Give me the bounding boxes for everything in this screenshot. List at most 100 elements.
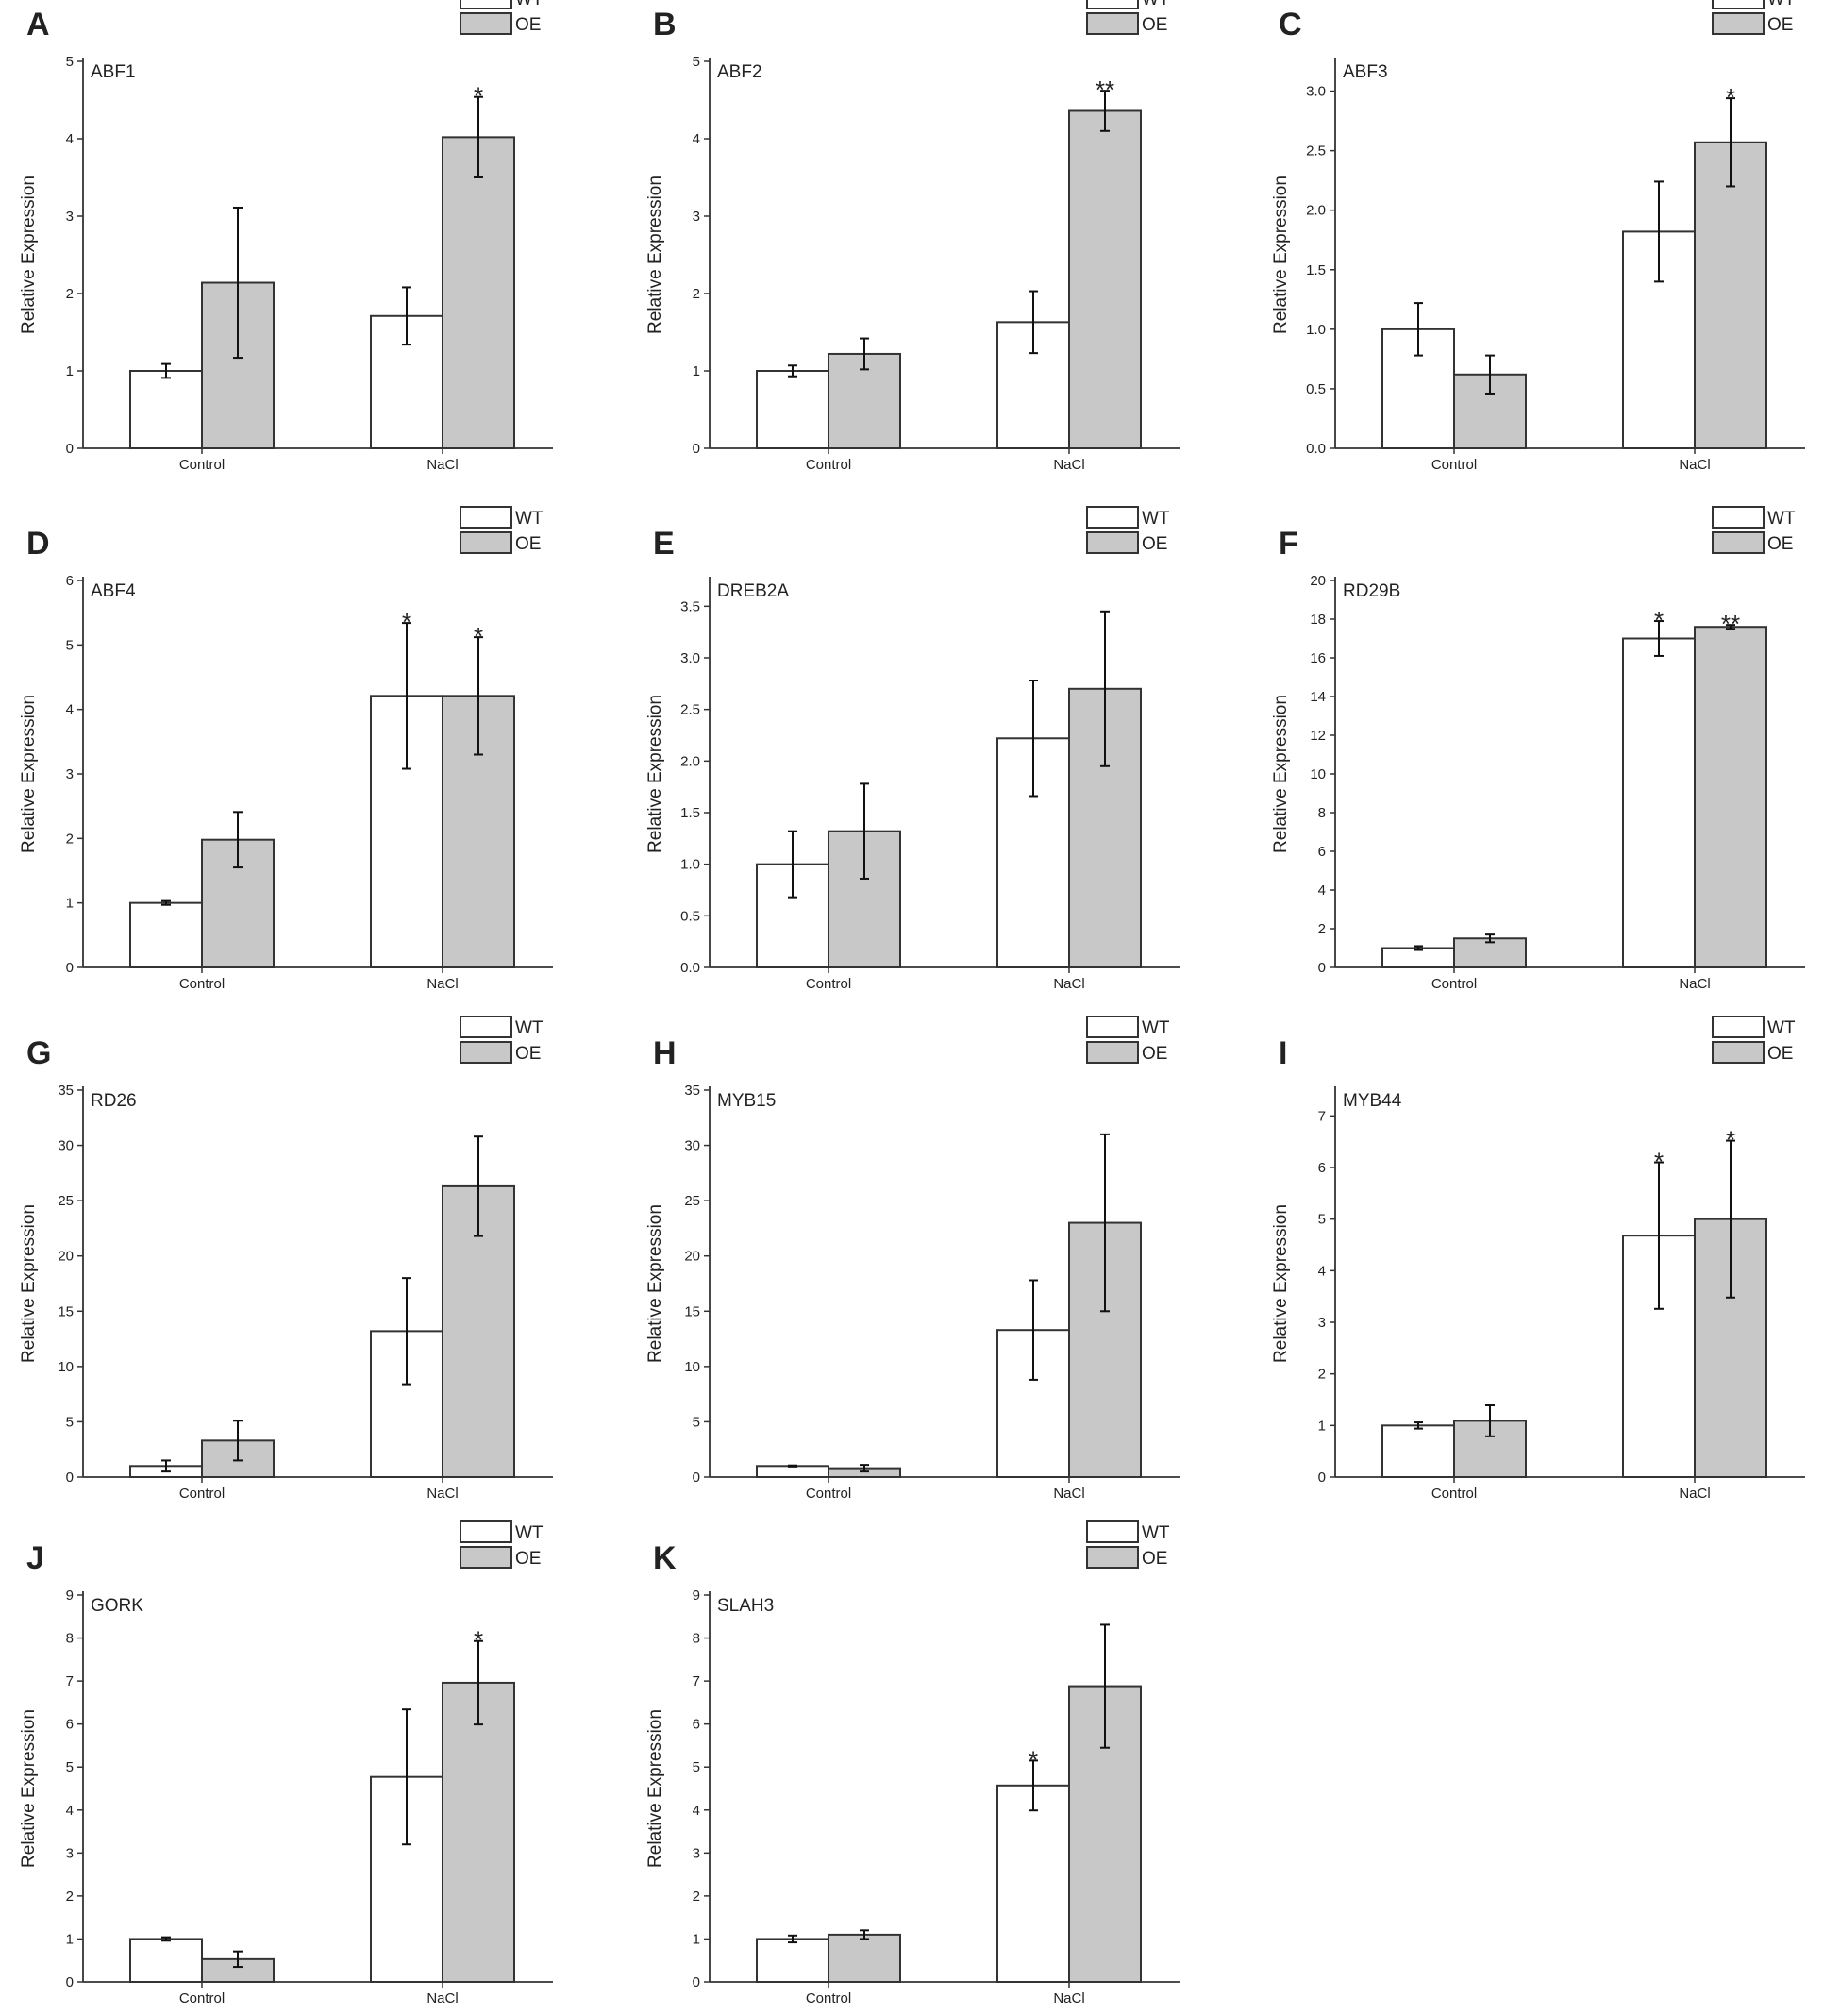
y-tick-label: 2.5	[680, 702, 700, 718]
y-tick-label: 4	[693, 1803, 700, 1819]
legend-label-wt: WT	[1767, 1018, 1796, 1038]
bar-wt-nacl	[996, 1784, 1070, 1984]
bar-wt-control	[1381, 947, 1455, 968]
legend-swatch-wt	[460, 0, 512, 9]
y-axis-label: Relative Expression	[19, 695, 39, 853]
significance-marker: **	[1096, 76, 1114, 104]
x-tick-label: Control	[806, 976, 851, 992]
legend-label-wt: WT	[515, 1523, 544, 1543]
significance-marker: *	[474, 1626, 483, 1655]
legend-swatch-wt	[1712, 506, 1765, 529]
y-tick-label: 2	[1318, 921, 1326, 937]
legend-swatch-wt	[460, 1016, 512, 1038]
significance-marker: *	[474, 82, 483, 110]
significance-marker: *	[1726, 1126, 1735, 1154]
x-tick-label: NaCl	[427, 457, 458, 473]
gene-title: DREB2A	[717, 581, 789, 601]
legend-label-oe: OE	[515, 1044, 541, 1064]
y-axis-label: Relative Expression	[19, 176, 39, 334]
panel-label: I	[1279, 1035, 1287, 1071]
legend-swatch-oe	[1712, 531, 1765, 554]
y-tick-label: 4	[66, 1803, 74, 1819]
legend-label-wt: WT	[1142, 0, 1170, 9]
x-tick-label: Control	[179, 1486, 225, 1502]
y-tick-label: 1	[693, 363, 700, 379]
bar-wt-control	[129, 1938, 203, 1983]
x-tick-label: NaCl	[1679, 976, 1710, 992]
y-axis-label: Relative Expression	[1271, 1204, 1291, 1363]
y-tick-label: 0.5	[1306, 381, 1326, 397]
y-tick-label: 1.5	[1306, 262, 1326, 278]
y-tick-label: 35	[684, 1083, 700, 1099]
y-tick-label: 1.0	[680, 857, 700, 873]
y-tick-label: 4	[66, 131, 74, 147]
y-tick-label: 5	[66, 1759, 74, 1775]
significance-marker: **	[1721, 610, 1740, 638]
legend-swatch-wt	[1086, 1520, 1139, 1543]
y-tick-label: 6	[693, 1717, 700, 1733]
legend-swatch-oe	[1086, 12, 1139, 35]
y-tick-label: 5	[1318, 1212, 1326, 1228]
legend-label-wt: WT	[1142, 1018, 1170, 1038]
significance-marker: *	[1654, 606, 1664, 634]
x-tick-label: NaCl	[427, 976, 458, 992]
legend-swatch-oe	[1086, 531, 1139, 554]
bar-wt-control	[129, 370, 203, 449]
panel-h-myb15: H MYB15 0 5 10 15 20 25 30 35 Relative Expression C…	[645, 1016, 1180, 1502]
y-tick-label: 10	[58, 1359, 74, 1375]
y-tick-label: 2.0	[680, 753, 700, 769]
legend-swatch-wt	[1086, 506, 1139, 529]
y-tick-label: 1	[66, 896, 74, 912]
legend-label-oe: OE	[1142, 1549, 1167, 1569]
y-axis-label: Relative Expression	[645, 695, 665, 853]
y-tick-label: 5	[66, 54, 74, 70]
y-tick-label: 8	[66, 1631, 74, 1647]
legend-swatch-wt	[460, 506, 512, 529]
bar-oe-nacl	[1068, 109, 1142, 449]
panel-label: J	[26, 1540, 44, 1576]
legend-swatch-oe	[460, 1546, 512, 1569]
y-tick-label: 4	[66, 702, 74, 718]
y-tick-label: 6	[66, 1717, 74, 1733]
legend-swatch-oe	[1086, 1041, 1139, 1064]
panel-a-abf1: A ABF1 0 1 2 3 4 5 Relative Expression Control NaC…	[19, 0, 553, 473]
y-axis-label: Relative Expression	[19, 1204, 39, 1363]
y-tick-label: 18	[1310, 612, 1326, 628]
y-tick-label: 3	[1318, 1315, 1326, 1331]
y-tick-label: 10	[1310, 766, 1326, 782]
y-tick-label: 1	[66, 363, 74, 379]
x-tick-label: Control	[806, 457, 851, 473]
y-tick-label: 7	[693, 1673, 700, 1689]
legend-swatch-wt	[1086, 1016, 1139, 1038]
bar-wt-nacl	[996, 737, 1070, 969]
legend-swatch-oe	[1712, 1041, 1765, 1064]
y-tick-label: 14	[1310, 689, 1326, 705]
x-tick-label: NaCl	[1053, 1486, 1084, 1502]
y-tick-label: 8	[693, 1631, 700, 1647]
y-tick-label: 0	[66, 1974, 74, 1991]
x-tick-label: NaCl	[427, 1486, 458, 1502]
x-tick-label: Control	[179, 457, 225, 473]
y-axis-label: Relative Expression	[19, 1709, 39, 1868]
y-tick-label: 4	[1318, 882, 1326, 899]
legend-label-wt: WT	[515, 509, 544, 529]
legend-swatch-wt	[1712, 1016, 1765, 1038]
y-tick-label: 1	[693, 1931, 700, 1947]
y-tick-label: 20	[1310, 573, 1326, 589]
y-tick-label: 25	[58, 1193, 74, 1209]
legend-label-wt: WT	[1142, 1523, 1170, 1543]
y-tick-label: 30	[684, 1138, 700, 1154]
y-tick-label: 3	[66, 1845, 74, 1861]
significance-marker: *	[1029, 1745, 1038, 1773]
significance-marker: *	[474, 622, 483, 650]
panel-i-myb44: I MYB44 0 1 2 3 4 5 6 7 Relative Expression Control…	[1271, 1016, 1805, 1502]
y-tick-label: 2.0	[1306, 203, 1326, 219]
y-tick-label: 1.5	[680, 805, 700, 821]
panel-label: E	[653, 526, 675, 562]
panel-label: B	[653, 7, 677, 42]
legend-label-oe: OE	[515, 15, 541, 35]
y-tick-label: 5	[693, 1414, 700, 1430]
gene-title: GORK	[91, 1596, 143, 1616]
y-tick-label: 12	[1310, 728, 1326, 744]
gene-title: RD29B	[1343, 581, 1400, 601]
